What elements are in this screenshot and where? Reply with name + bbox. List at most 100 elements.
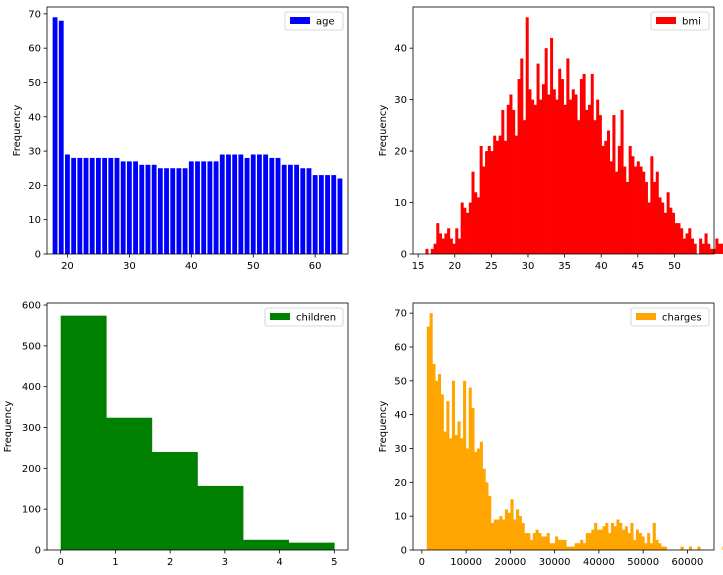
bin-charges-37 (530, 539, 534, 550)
bin-bmi-95 (682, 238, 686, 254)
legend-box (284, 11, 344, 31)
bin-bmi-34 (517, 79, 521, 255)
bar-age-63 (331, 175, 337, 254)
bin-charges-6 (443, 431, 447, 550)
bin-bmi-37 (525, 17, 529, 254)
bin-charges-79 (647, 533, 651, 550)
y-tick-label: 0 (35, 546, 41, 557)
bin-charges-22 (488, 495, 492, 550)
bars-charges (426, 313, 723, 550)
bin-bmi-78 (636, 161, 640, 254)
bin-charges-16 (471, 407, 475, 550)
bin-charges-21 (485, 482, 489, 550)
subplot-bmi: 15 20 25 30 35 40 45 50 0 10 20 30 40 Frequency bmi (378, 6, 723, 272)
bin-children-1 (106, 417, 153, 550)
bin-charges-81 (652, 522, 656, 550)
bar-age-58 (300, 168, 306, 254)
y-tick-label: 10 (394, 512, 407, 523)
bin-charges-30 (510, 499, 514, 550)
bin-bmi-41 (536, 63, 540, 254)
legend-label: children (296, 313, 336, 324)
bin-bmi-28 (501, 109, 505, 255)
bar-age-57 (294, 164, 300, 254)
bar-age-55 (281, 164, 287, 254)
bin-bmi-54 (571, 89, 575, 254)
bin-charges-60 (594, 522, 598, 550)
bin-bmi-84 (653, 181, 657, 254)
bin-bmi-22 (485, 151, 489, 254)
bin-charges-39 (535, 529, 539, 550)
bar-age-49 (244, 157, 250, 254)
bin-charges-43 (546, 533, 550, 550)
x-tick-label: 0 (419, 557, 425, 568)
bar-age-29 (120, 161, 126, 254)
subplot-children: 0 1 2 3 4 5 0 100 200 300 400 500 600 Frequency childr… (3, 301, 349, 568)
bin-charges-11 (457, 421, 461, 550)
y-axis-label: Frequency (12, 105, 23, 157)
bin-bmi-80 (642, 171, 646, 254)
bin-bmi-10 (452, 243, 456, 254)
bin-bmi-98 (691, 238, 695, 254)
bar-age-32 (139, 164, 145, 254)
bin-charges-73 (630, 522, 634, 550)
bin-charges-56 (582, 543, 587, 550)
bin-bmi-59 (585, 109, 589, 255)
bin-charges-68 (616, 519, 620, 550)
bin-bmi-31 (509, 94, 513, 255)
bin-bmi-45 (547, 94, 551, 255)
x-tick-label: 20 (61, 261, 74, 272)
bin-charges-32 (516, 509, 520, 550)
y-tick-label: 30 (28, 147, 41, 158)
bin-bmi-105 (709, 248, 713, 254)
bin-charges-34 (521, 522, 525, 550)
bin-charges-19 (479, 441, 483, 550)
bin-bmi-62 (593, 120, 597, 254)
bin-bmi-73 (623, 166, 627, 254)
bin-bmi-46 (550, 37, 554, 254)
bin-bmi-63 (596, 99, 600, 254)
bin-bmi-11 (455, 228, 459, 254)
x-tick-label: 35 (558, 261, 571, 272)
legend-swatch (636, 313, 656, 320)
y-tick-label: 500 (22, 341, 41, 352)
bin-bmi-15 (466, 212, 470, 254)
bin-charges-28 (504, 509, 508, 550)
bar-age-56 (287, 164, 293, 254)
plot-frame (412, 302, 715, 551)
bar-age-22 (77, 157, 83, 254)
legend-label: age (316, 17, 335, 28)
bin-charges-75 (635, 529, 640, 550)
bin-bmi-24 (490, 151, 494, 254)
bin-charges-44 (549, 543, 553, 550)
legend-swatch (270, 313, 290, 320)
bar-age-46 (226, 154, 231, 254)
bin-bmi-58 (582, 73, 586, 254)
bin-bmi-90 (669, 207, 673, 254)
bin-bmi-5 (438, 233, 443, 254)
x-tick-label: 60 (309, 261, 322, 272)
y-tick-label: 0 (35, 250, 41, 261)
bin-charges-83 (658, 543, 662, 550)
bin-bmi-56 (577, 120, 581, 254)
bar-age-36 (164, 168, 169, 254)
y-tick-label: 400 (22, 382, 41, 393)
bar-age-31 (133, 161, 138, 254)
bar-age-27 (108, 157, 114, 254)
y-tick-label: 600 (22, 301, 41, 312)
y-tick-label: 30 (394, 444, 407, 455)
bin-bmi-21 (482, 166, 486, 254)
bin-charges-1 (429, 313, 433, 550)
bar-age-34 (151, 164, 157, 254)
bin-bmi-39 (531, 99, 535, 254)
x-tick-label: 1 (112, 557, 118, 568)
bar-age-41 (195, 161, 200, 254)
y-tick-label: 30 (394, 95, 407, 106)
bin-bmi-86 (658, 197, 662, 254)
bin-children-5 (288, 542, 335, 550)
bin-charges-2 (432, 363, 436, 550)
x-tick-label: 60000 (672, 557, 704, 568)
bar-age-61 (318, 175, 324, 254)
bin-bmi-81 (644, 181, 648, 254)
bin-charges-27 (502, 519, 506, 550)
legend-label: bmi (682, 17, 701, 28)
